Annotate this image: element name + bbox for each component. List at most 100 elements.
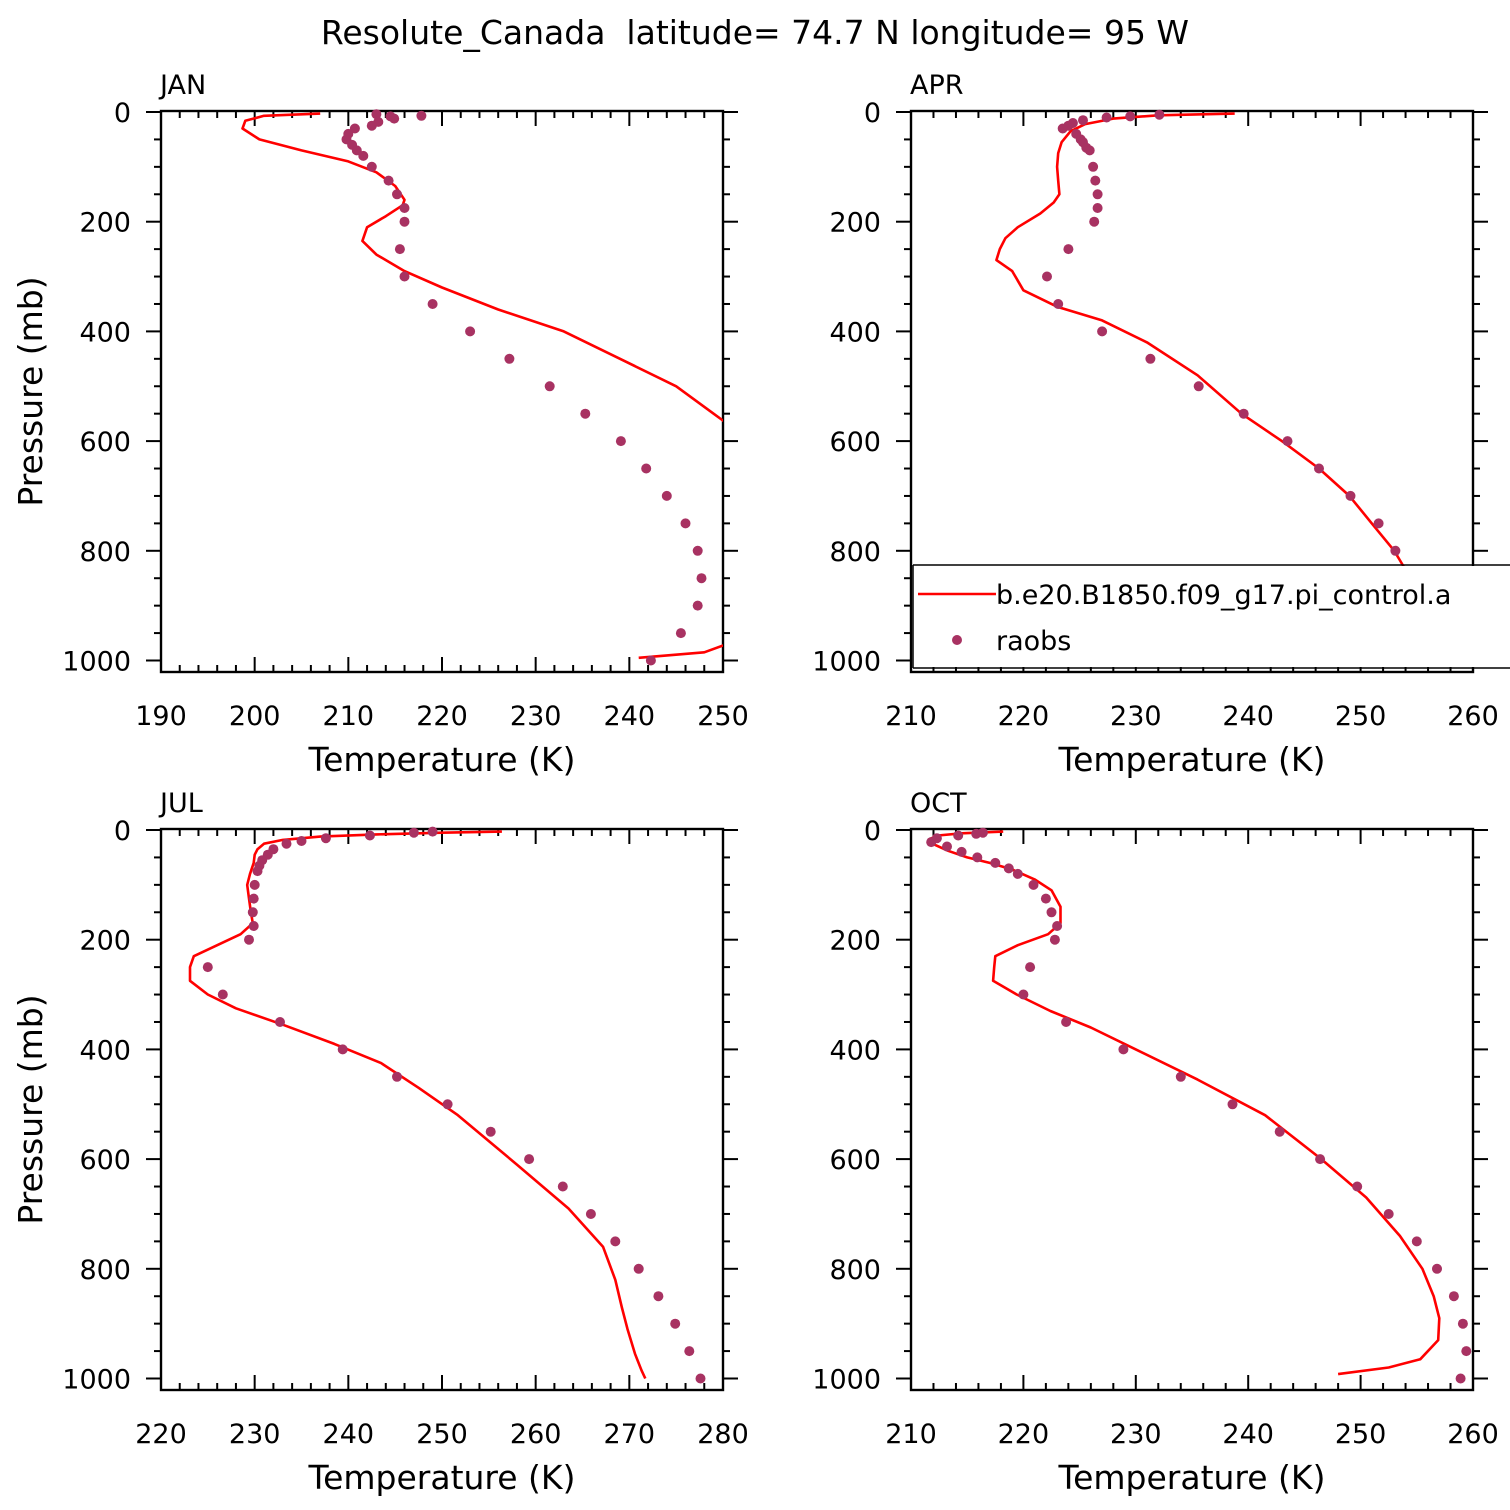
raobs-point [275, 1017, 285, 1027]
x-axis-label: Temperature (K) [1058, 740, 1326, 779]
raobs-point [399, 216, 410, 227]
y-tick-label: 600 [79, 1145, 131, 1176]
raobs-point [1274, 1126, 1285, 1137]
raobs-point [416, 110, 427, 121]
x-tick-label: 200 [229, 701, 281, 732]
y-tick-label: 800 [79, 537, 131, 568]
x-tick-label: 240 [1222, 701, 1274, 732]
raobs-point [320, 833, 331, 844]
raobs-point [692, 600, 703, 611]
raobs-point [1373, 518, 1384, 529]
y-tick-label: 0 [114, 816, 131, 847]
raobs-point [1003, 863, 1014, 874]
raobs-point [1125, 111, 1136, 122]
raobs-point [1383, 1209, 1394, 1219]
raobs-point [408, 827, 419, 838]
raobs-point [1042, 271, 1052, 282]
raobs-point [1012, 868, 1023, 879]
raobs-point [252, 866, 263, 877]
raobs-point [1314, 463, 1324, 474]
x-tick-label: 220 [998, 701, 1050, 732]
raobs-point [1028, 879, 1039, 890]
raobs-point [1090, 175, 1101, 186]
panel-label: APR [910, 70, 964, 101]
series-group [188, 826, 706, 1384]
raobs-point [926, 837, 937, 848]
panel-apr: APR 210 220 230 240 250 260 Temperature (K) 0 200… [812, 70, 1498, 779]
raobs-point [695, 1373, 706, 1384]
raobs-point [1089, 216, 1100, 227]
raobs-point [442, 1099, 453, 1110]
raobs-point [248, 893, 259, 904]
panel-label: JAN [158, 70, 206, 101]
raobs-point [580, 408, 591, 419]
x-tick-label: 220 [135, 1419, 187, 1450]
raobs-point [1049, 934, 1060, 945]
series-group [926, 827, 1472, 1384]
plot-frame [909, 109, 1475, 674]
y-tick-label: 200 [79, 926, 131, 957]
raobs-point [1101, 112, 1112, 123]
x-tick-label: 230 [1110, 1419, 1162, 1450]
raobs-point [217, 989, 228, 1000]
raobs-point [1448, 1291, 1459, 1302]
raobs-point [684, 1346, 695, 1357]
raobs-point [971, 828, 982, 839]
x-tick-label: 220 [416, 701, 468, 732]
raobs-point [1227, 1099, 1238, 1110]
raobs-point [399, 203, 410, 213]
raobs-point [670, 1318, 681, 1329]
x-tick-label: 240 [323, 1419, 375, 1450]
raobs-point [1063, 244, 1074, 255]
y-tick-label: 200 [829, 926, 881, 957]
y-tick-label: 1000 [812, 1365, 881, 1396]
model-line [188, 830, 647, 1380]
figure-title: Resolute_Canada latitude= 74.7 N longitu… [321, 13, 1189, 52]
x-tick-label: 230 [229, 1419, 281, 1450]
y-tick-label: 0 [114, 98, 131, 129]
panel-oct: OCT 210 220 230 240 250 260 Temperature (K) 0 200… [812, 788, 1498, 1497]
y-tick-label: 200 [79, 208, 131, 239]
panel-label: JUL [158, 788, 203, 819]
raobs-point [337, 1044, 348, 1055]
y-tick-label: 600 [829, 1145, 881, 1176]
raobs-point [371, 109, 382, 120]
y-tick-label: 800 [829, 1255, 881, 1286]
raobs-point [1053, 299, 1064, 309]
x-tick-label: 240 [1222, 1419, 1274, 1450]
raobs-point [615, 436, 626, 447]
raobs-point [1092, 189, 1103, 200]
x-tick-label: 190 [135, 701, 187, 732]
x-tick-label: 260 [510, 1419, 562, 1450]
raobs-point [557, 1181, 568, 1192]
raobs-point [1175, 1071, 1186, 1082]
raobs-point [392, 1071, 402, 1082]
raobs-point [956, 846, 967, 857]
raobs-point [399, 271, 410, 282]
raobs-point [249, 879, 260, 890]
y-axis-label: Pressure (mb) [11, 276, 50, 506]
x-tick-label: 250 [1335, 701, 1387, 732]
raobs-point [990, 857, 1001, 868]
raobs-point [1154, 109, 1165, 120]
raobs-point [1025, 962, 1036, 973]
raobs-point [1352, 1181, 1363, 1192]
raobs-point [1092, 203, 1103, 213]
legend-model-label: b.e20.B1850.f09_g17.pi_control.a [996, 580, 1451, 611]
y-tick-label: 400 [829, 317, 881, 348]
x-tick-label: 210 [885, 1419, 937, 1450]
raobs-point [465, 326, 476, 337]
x-tick-label: 270 [604, 1419, 656, 1450]
raobs-point [504, 353, 515, 364]
raobs-point [524, 1154, 535, 1165]
raobs-point [349, 123, 360, 134]
raobs-point [633, 1263, 644, 1274]
raobs-point [1046, 907, 1057, 918]
raobs-point [544, 381, 555, 392]
panel-jul: JUL 220 230 240 250 260 270 280 Temperature (K) 0… [11, 788, 749, 1497]
raobs-point [942, 841, 952, 852]
legend-obs-label: raobs [996, 626, 1071, 657]
raobs-point [661, 490, 672, 501]
panel-jan: JAN 190 200 210 220 230 240 250 Temperature (K) 0… [11, 70, 749, 779]
